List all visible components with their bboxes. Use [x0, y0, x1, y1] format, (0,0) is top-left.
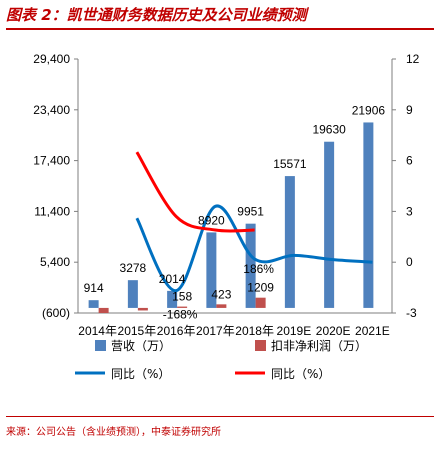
left-tick-label: 17,400 [33, 154, 70, 168]
revenue-data-label: 914 [84, 281, 104, 295]
profit-bar [137, 307, 148, 311]
source-note: 来源：公司公告（含业绩预测），中泰证券研究所 [6, 416, 434, 438]
right-tick-label: 12 [406, 52, 420, 66]
right-tick-label: 3 [406, 204, 413, 218]
left-tick-label: 11,400 [34, 204, 70, 218]
x-tick-label: 2020E [316, 324, 351, 338]
legend-revenue-label: 营收（万） [111, 339, 171, 353]
profit-data-label: 158 [172, 290, 192, 304]
legend-profit-label: 扣非净利润（万） [271, 339, 367, 353]
profit-bar [255, 297, 266, 308]
revenue-bar [363, 122, 374, 308]
revenue-bar [88, 300, 99, 308]
right-tick-label: 9 [406, 103, 413, 117]
x-tick-label: 2015年 [118, 324, 157, 338]
left-tick-label: 29,400 [33, 52, 70, 66]
right-tick-label: 6 [406, 154, 413, 168]
revenue-bar [284, 176, 295, 308]
revenue-bar [167, 290, 178, 308]
revenue-bar [127, 280, 138, 308]
legend-revenue-swatch [95, 340, 106, 351]
x-tick-label: 2016年 [157, 324, 196, 338]
legend-profit-swatch [255, 340, 266, 351]
revenue-data-label: 21906 [352, 103, 386, 117]
left-tick-label: (600) [42, 306, 70, 320]
chart-title: 图表 2：凯世通财务数据历史及公司业绩预测 [6, 6, 307, 24]
profit-data-label: 1209 [247, 281, 274, 295]
revenue-data-label: 9951 [237, 205, 264, 219]
profit-bar [177, 306, 188, 308]
x-tick-label: 2019E [277, 324, 312, 338]
legend-blue-line-label: 同比（%） [111, 367, 170, 381]
yoy-data-label: -168% [163, 308, 198, 322]
yoy-line-blue [135, 204, 373, 293]
yoy-data-label: 186% [243, 262, 274, 276]
revenue-data-label: 15571 [273, 157, 307, 171]
revenue-data-label: 3278 [120, 261, 147, 275]
revenue-data-label: 19630 [312, 123, 346, 137]
x-tick-label: 2021E [355, 324, 390, 338]
x-tick-label: 2017年 [196, 324, 235, 338]
left-tick-label: 23,400 [33, 103, 70, 117]
revenue-bar [206, 232, 217, 308]
chart-title-bar: 图表 2：凯世通财务数据历史及公司业绩预测 [6, 4, 434, 30]
revenue-bar [245, 223, 256, 308]
revenue-data-label: 2014 [159, 272, 186, 286]
right-tick-label: 0 [406, 255, 413, 269]
x-tick-label: 2014年 [78, 324, 117, 338]
profit-bar [98, 307, 109, 313]
combo-chart: 29,400 23,400 17,400 11,400 5,400 (600) 12 9 6 3 0… [33, 52, 420, 381]
revenue-data-label: 8920 [198, 213, 225, 227]
revenue-bar [324, 141, 335, 308]
left-tick-label: 5,400 [40, 255, 70, 269]
right-tick-label: -3 [406, 306, 417, 320]
legend-red-line-label: 同比（%） [271, 367, 330, 381]
profit-bar [216, 304, 227, 308]
x-tick-label: 2018年 [235, 324, 274, 338]
profit-data-label: 423 [211, 287, 231, 301]
yoy-line-red [135, 151, 255, 233]
